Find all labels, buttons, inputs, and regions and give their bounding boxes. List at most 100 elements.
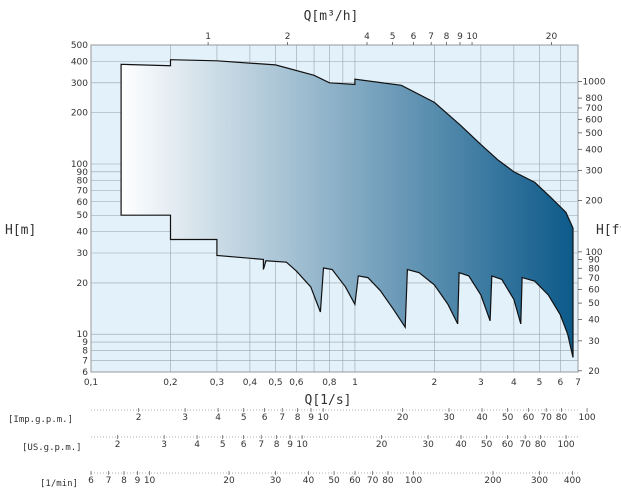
y-tick-label: 90 [77,168,89,178]
scale-tick-label: 3 [182,413,188,423]
scale-tick-label: 20 [223,476,235,486]
y-tick-label: 300 [71,79,88,89]
y-tick-label: 6 [82,368,88,378]
y2-tick-label: 200 [585,197,602,207]
scale-tick-label: 60 [349,476,361,486]
scale-tick-label: 30 [270,476,282,486]
scale-tick-label: 100 [578,413,595,423]
y2-tick-label: 800 [585,94,602,104]
x-tick-label: 0,6 [289,378,304,388]
scale-tick-label: 20 [397,413,409,423]
scale-tick-label: 70 [540,413,552,423]
x2-tick-label: 6 [411,32,417,42]
scale-tick-label: 4 [215,413,221,423]
x-tick-label: 7 [575,378,581,388]
scale-tick-label: 10 [144,476,156,486]
x2-tick-label: 10 [466,32,478,42]
y2-tick-label: 50 [588,299,600,309]
scale-tick-label: 6 [262,413,268,423]
scale-tick-label: 10 [317,413,329,423]
y2-tick-label: 400 [585,145,602,155]
x2-tick-label: 5 [390,32,396,42]
performance-envelope [120,59,574,358]
scale-tick-label: 2 [115,440,121,450]
x-tick-label: 0,1 [84,378,98,388]
x-tick-label: 6 [557,378,563,388]
plot-frame [90,44,579,373]
scale-tick-label: 8 [121,476,127,486]
y2-tick-label: 30 [588,337,600,347]
scale-tick-label: 8 [295,413,301,423]
y-tick-label: 30 [77,249,89,259]
x-tick-label: 0,3 [210,378,224,388]
x-axis-label: Q[1/s] [305,393,352,408]
x2-tick-label: 7 [428,32,434,42]
x2-tick-label: 2 [285,32,291,42]
scale-tick-label: 6 [241,440,247,450]
y-tick-label: 70 [77,186,89,196]
y2-tick-label: 60 [588,286,600,296]
scale-tick-label: 5 [220,440,226,450]
x2-tick-label: 1 [205,32,211,42]
scale-tick-label: 100 [405,476,422,486]
scale-tick-label: 4 [194,440,200,450]
scale-tick-label: 9 [287,440,293,450]
scale-tick-label: 40 [303,476,315,486]
x2-axis-label: Q[m³/h] [304,9,359,24]
y-tick-label: 100 [71,160,88,170]
scale-tick-label: 20 [376,440,388,450]
scale-tick-label: 3 [161,440,167,450]
x-tick-label: 0,8 [322,378,337,388]
scale-tick-label: 40 [455,440,467,450]
x2-tick-label: 20 [546,32,558,42]
x-tick-label: 5 [537,378,543,388]
x2-tick-label: 9 [457,32,463,42]
y-tick-label: 60 [77,198,89,208]
y2-tick-label: 90 [588,256,600,266]
y2-tick-label: 600 [585,115,602,125]
scale-tick-label: 9 [308,413,314,423]
y-tick-label: 50 [77,211,89,221]
imp-gpm-axis-label: [Imp.g.p.m.] [8,415,73,425]
y-tick-label: 8 [82,347,88,357]
y-tick-label: 80 [77,176,89,186]
y2-axis-label: H[ft] [596,223,621,238]
x-tick-label: 3 [478,378,484,388]
scale-tick-label: 5 [241,413,247,423]
y2-tick-label: 100 [585,248,602,258]
x-tick-label: 2 [432,378,438,388]
x-tick-label: 0,2 [163,378,177,388]
y-tick-label: 10 [77,330,89,340]
scale-tick-label: 10 [296,440,308,450]
scale-tick-label: 300 [531,476,548,486]
scale-tick-label: 30 [443,413,455,423]
scale-tick-label: 60 [502,440,514,450]
scale-tick-label: 7 [279,413,285,423]
y-tick-label: 9 [82,338,88,348]
y2-tick-label: 700 [585,104,602,114]
scale-tick-label: 7 [258,440,264,450]
scale-tick-label: 30 [422,440,434,450]
y-tick-label: 200 [71,109,88,119]
y2-tick-label: 500 [585,129,602,139]
x-tick-label: 0,5 [268,378,282,388]
l-min-axis-label: [1/min] [40,479,78,489]
y2-tick-label: 80 [588,264,600,274]
scale-tick-label: 60 [523,413,535,423]
scale-tick-label: 100 [557,440,574,450]
scale-tick-label: 400 [564,476,581,486]
x-tick-label: 0,4 [243,378,258,388]
x2-tick-label: 8 [444,32,450,42]
y-axis-label: H[m] [5,223,36,238]
scale-tick-label: 7 [106,476,112,486]
scale-tick-label: 70 [367,476,379,486]
y-tick-label: 40 [77,228,89,238]
scale-tick-label: 8 [274,440,280,450]
y2-tick-label: 1000 [583,78,606,88]
x2-tick-label: 4 [364,32,370,42]
scale-tick-label: 40 [476,413,488,423]
scale-tick-label: 70 [519,440,531,450]
us-gpm-axis-label: [US.g.p.m.] [22,443,82,453]
scale-tick-label: 50 [502,413,514,423]
